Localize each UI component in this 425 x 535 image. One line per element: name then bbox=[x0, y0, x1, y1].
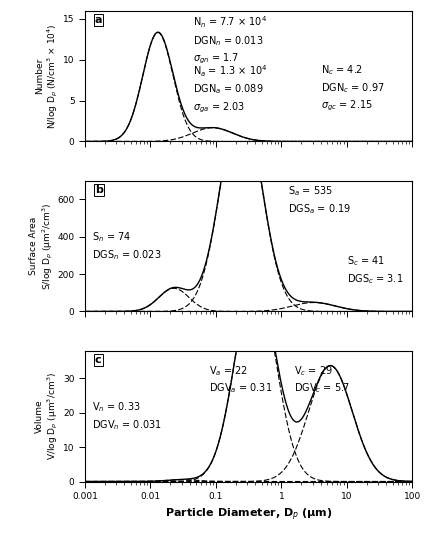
Y-axis label: Number
N/log D$_p$ (N/cm$^3$ × 10$^4$): Number N/log D$_p$ (N/cm$^3$ × 10$^4$) bbox=[35, 24, 60, 129]
X-axis label: Particle Diameter, D$_p$ (μm): Particle Diameter, D$_p$ (μm) bbox=[165, 507, 332, 523]
Text: S$_a$ = 535
DGS$_a$ = 0.19: S$_a$ = 535 DGS$_a$ = 0.19 bbox=[288, 185, 351, 216]
Text: N$_a$ = 1.3 × 10$^4$
DGN$_a$ = 0.089
$\sigma_{ga}$ = 2.03: N$_a$ = 1.3 × 10$^4$ DGN$_a$ = 0.089 $\s… bbox=[193, 63, 268, 114]
Y-axis label: Volume
V/log D$_p$ (μm$^3$/cm$^3$): Volume V/log D$_p$ (μm$^3$/cm$^3$) bbox=[35, 372, 60, 460]
Y-axis label: Surface Area
S/log D$_p$ (μm$^2$/cm$^3$): Surface Area S/log D$_p$ (μm$^2$/cm$^3$) bbox=[29, 202, 54, 290]
Text: a: a bbox=[95, 14, 102, 25]
Text: N$_c$ = 4.2
DGN$_c$ = 0.97
$\sigma_{gc}$ = 2.15: N$_c$ = 4.2 DGN$_c$ = 0.97 $\sigma_{gc}$… bbox=[320, 63, 384, 113]
Text: S$_c$ = 41
DGS$_c$ = 3.1: S$_c$ = 41 DGS$_c$ = 3.1 bbox=[347, 254, 403, 286]
Text: c: c bbox=[95, 355, 102, 365]
Text: S$_n$ = 74
DGS$_n$ = 0.023: S$_n$ = 74 DGS$_n$ = 0.023 bbox=[91, 231, 161, 262]
Text: V$_a$ = 22
DGV$_a$ = 0.31: V$_a$ = 22 DGV$_a$ = 0.31 bbox=[210, 364, 273, 395]
Text: b: b bbox=[95, 185, 103, 195]
Text: V$_n$ = 0.33
DGV$_n$ = 0.031: V$_n$ = 0.33 DGV$_n$ = 0.031 bbox=[91, 400, 162, 432]
Text: N$_n$ = 7.7 × 10$^4$
DGN$_n$ = 0.013
$\sigma_{gn}$ = 1.7: N$_n$ = 7.7 × 10$^4$ DGN$_n$ = 0.013 $\s… bbox=[193, 14, 267, 66]
Text: V$_c$ = 29
DGV$_c$ = 5.7: V$_c$ = 29 DGV$_c$ = 5.7 bbox=[295, 364, 351, 395]
